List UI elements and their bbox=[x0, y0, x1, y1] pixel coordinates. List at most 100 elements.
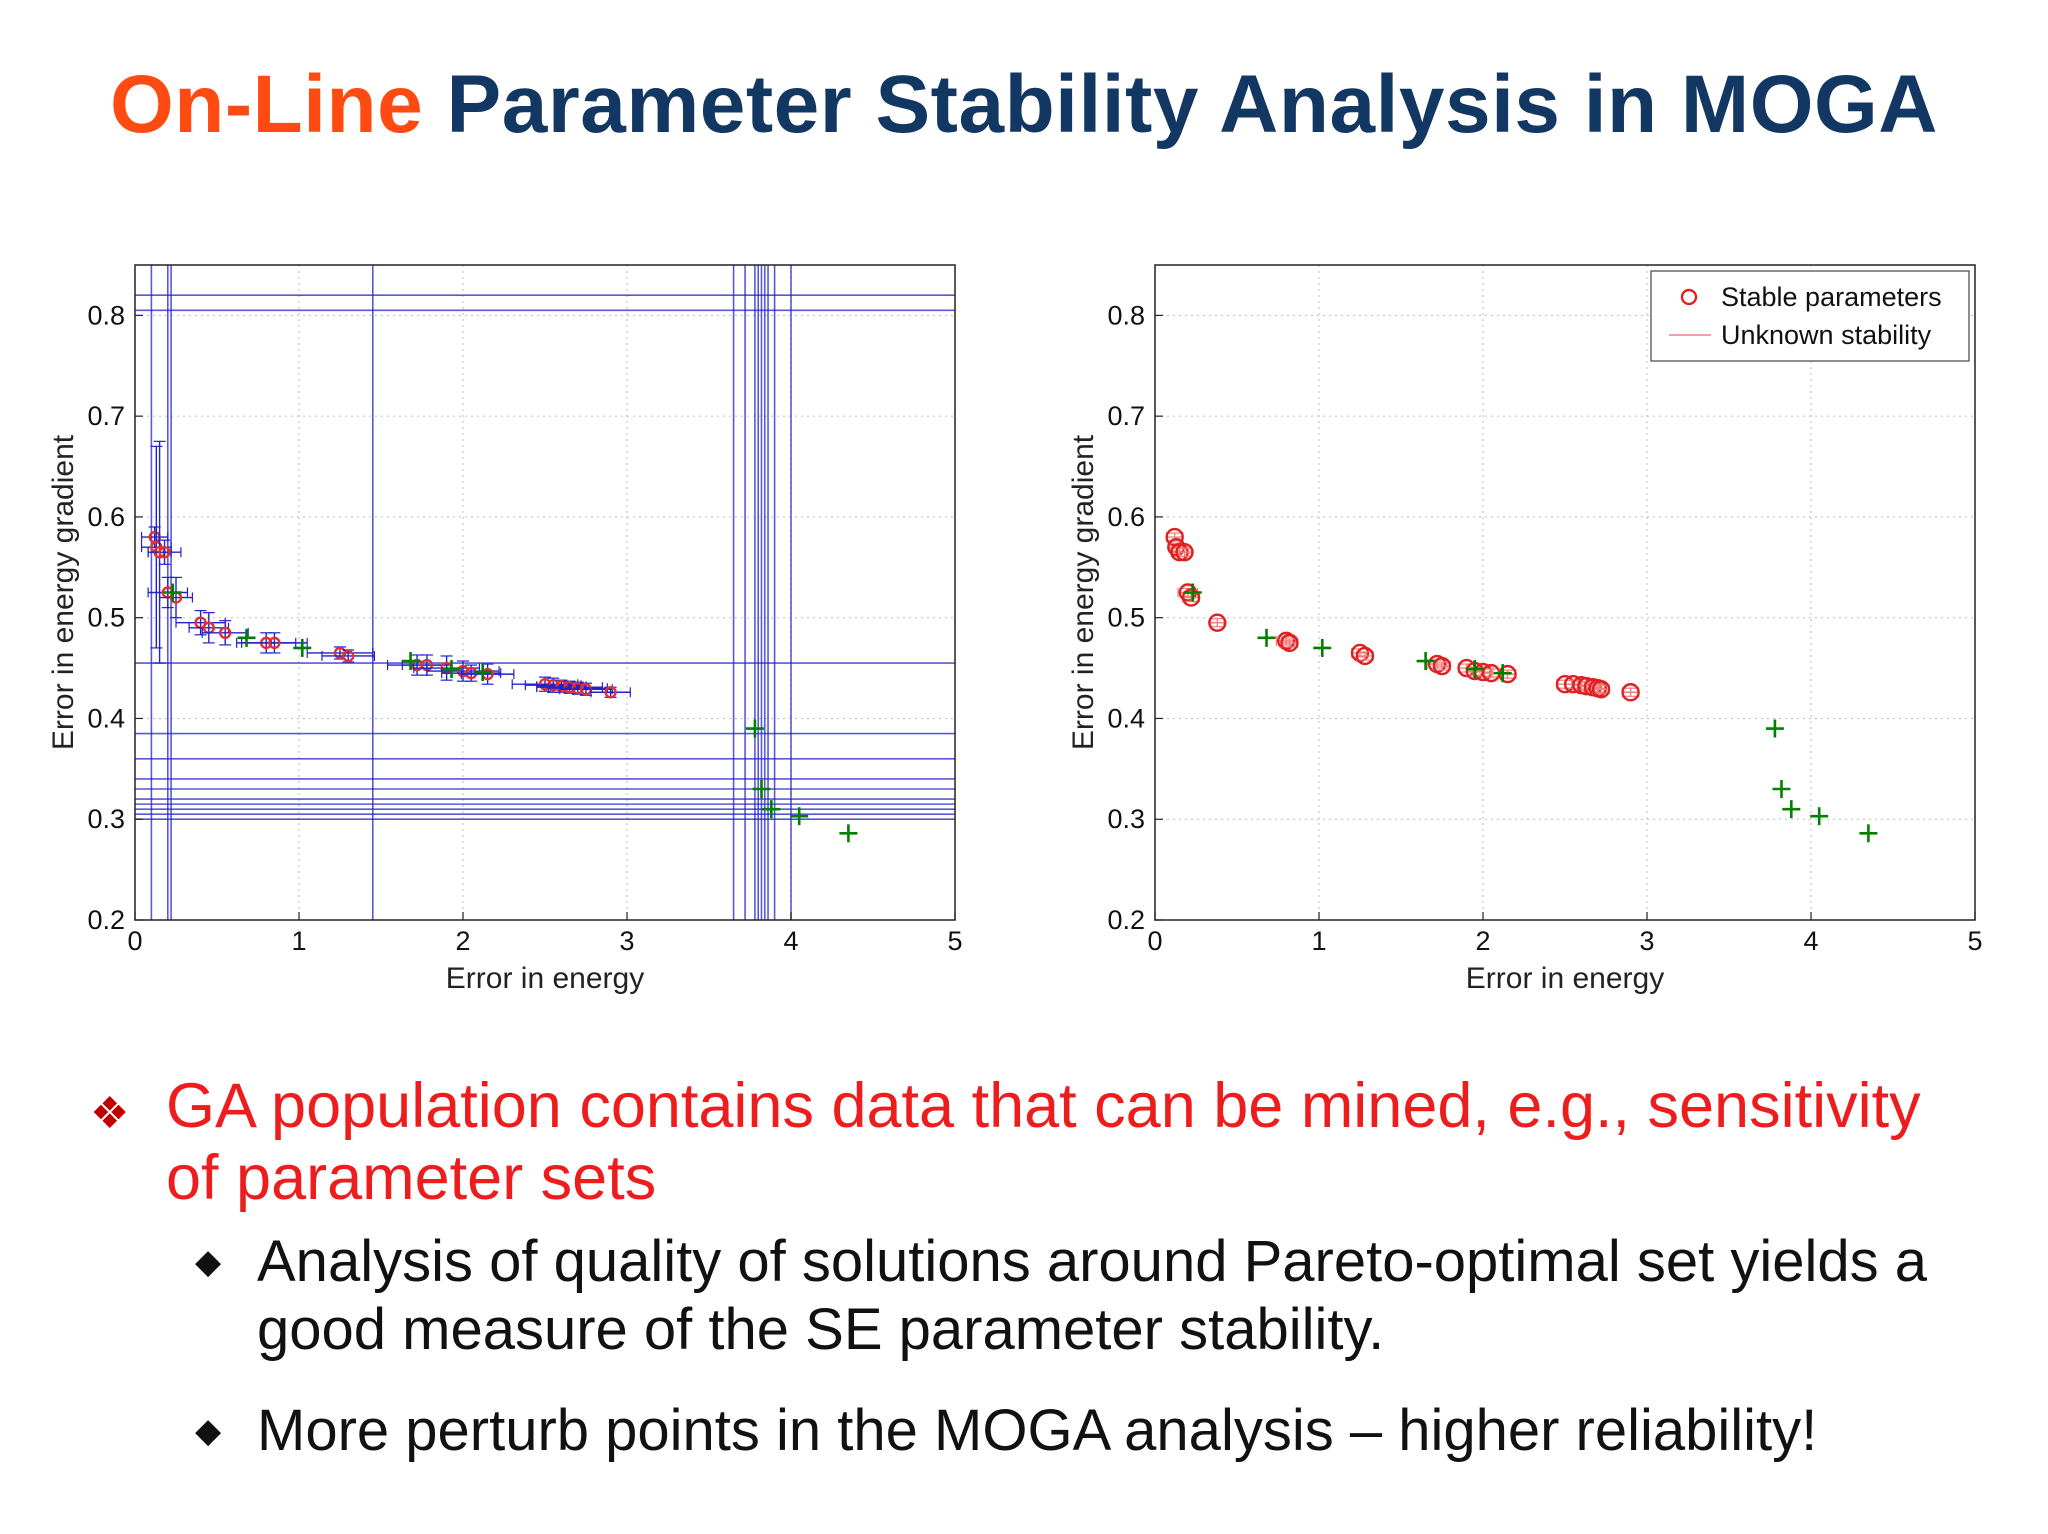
x-tick-label: 0 bbox=[127, 926, 142, 956]
perturb-point bbox=[163, 583, 182, 602]
y-tick-label: 0.5 bbox=[1107, 603, 1145, 633]
perturb-point bbox=[839, 824, 858, 843]
perturb-point bbox=[762, 800, 781, 819]
data-point bbox=[460, 663, 515, 685]
slide-title: On-Line Parameter Stability Analysis in … bbox=[0, 58, 2048, 152]
data-point bbox=[590, 686, 631, 699]
legend: Stable parameters Unknown stability bbox=[1650, 270, 1970, 362]
perturb-point bbox=[752, 780, 771, 798]
stable-marker bbox=[342, 649, 355, 663]
plot-frame bbox=[134, 264, 956, 921]
perturb-point bbox=[1772, 780, 1791, 798]
chart-right: 0 1 2 3 4 5 0.2 0.3 0.4 0.5 0.6 0.7 0.8 Error in ener… bbox=[1067, 264, 1983, 995]
y-tick-label: 0.8 bbox=[87, 300, 125, 330]
perturb-point bbox=[1810, 807, 1829, 826]
diamond-icon: ◆ bbox=[195, 1243, 222, 1281]
stable-marker bbox=[456, 664, 470, 678]
data-point bbox=[321, 649, 376, 663]
y-tick-label: 0.2 bbox=[87, 905, 125, 935]
title-accent: On-Line bbox=[110, 59, 424, 150]
plot-content bbox=[1165, 527, 1878, 843]
stable-marker bbox=[1432, 656, 1452, 676]
y-tick-label: 0.5 bbox=[87, 603, 125, 633]
y-tick-label: 0.7 bbox=[1107, 401, 1145, 431]
perturb-point bbox=[1782, 800, 1801, 819]
legend-label: Stable parameters bbox=[1721, 282, 1942, 312]
plot-area bbox=[135, 265, 955, 920]
stable-marker bbox=[563, 681, 576, 694]
x-tick-label: 5 bbox=[1967, 926, 1982, 956]
data-point bbox=[559, 682, 613, 696]
sub-bullet-text: More perturb points in the MOGA analysis… bbox=[257, 1398, 1818, 1463]
x-tick-label: 3 bbox=[1639, 926, 1654, 956]
perturb-point bbox=[473, 663, 492, 682]
stable-marker bbox=[158, 545, 171, 559]
y-tick-label: 0.4 bbox=[1107, 703, 1145, 733]
stable-marker bbox=[1181, 588, 1201, 607]
stable-marker bbox=[268, 636, 281, 650]
x-axis-label: Error in energy bbox=[1466, 962, 1664, 995]
data-point bbox=[1432, 656, 1452, 676]
x-tick-label: 2 bbox=[1475, 926, 1490, 956]
plot-content bbox=[135, 265, 955, 920]
x-tick-label: 4 bbox=[1803, 926, 1818, 956]
diamond-icon: ◆ bbox=[195, 1412, 222, 1450]
plot-area bbox=[1155, 265, 1975, 920]
chart-left: 0 1 2 3 4 5 0.2 0.3 0.4 0.5 0.6 0.7 0.8 Error in ener… bbox=[47, 264, 963, 995]
perturb-point bbox=[293, 638, 312, 657]
perturb-point bbox=[1493, 664, 1512, 683]
legend-box bbox=[1650, 270, 1970, 362]
data-point bbox=[1355, 646, 1375, 666]
y-tick-label: 0.2 bbox=[1107, 905, 1145, 935]
y-tick-label: 0.3 bbox=[1107, 804, 1145, 834]
y-tick-label: 0.8 bbox=[1107, 300, 1145, 330]
stable-marker bbox=[1280, 633, 1299, 653]
stable-marker bbox=[1591, 680, 1611, 699]
perturb-point bbox=[401, 652, 420, 671]
y-axis-label: Error in energy gradient bbox=[47, 434, 80, 750]
y-tick-label: 0.7 bbox=[87, 401, 125, 431]
stable-marker bbox=[604, 686, 617, 699]
x-tick-label: 1 bbox=[1311, 926, 1326, 956]
data-point bbox=[201, 620, 249, 646]
title-rest: Parameter Stability Analysis in MOGA bbox=[446, 59, 1938, 150]
x-tick-label: 5 bbox=[947, 926, 962, 956]
data-point bbox=[1175, 542, 1194, 562]
x-tick-label: 2 bbox=[455, 926, 470, 956]
x-tick-label: 1 bbox=[291, 926, 306, 956]
stable-marker bbox=[555, 680, 568, 693]
stable-marker bbox=[1355, 646, 1375, 666]
perturb-point bbox=[1859, 824, 1878, 843]
perturb-point bbox=[1416, 652, 1435, 671]
data-point bbox=[158, 576, 193, 619]
x-axis-label: Error in energy bbox=[446, 962, 644, 995]
x-tick-label: 4 bbox=[783, 926, 798, 956]
stable-marker bbox=[218, 626, 232, 640]
data-point bbox=[1591, 680, 1611, 699]
stable-marker bbox=[1621, 683, 1640, 702]
data-point bbox=[1280, 633, 1299, 653]
x-tick-label: 3 bbox=[619, 926, 634, 956]
sub-bullet-text: Analysis of quality of solutions around … bbox=[257, 1229, 1927, 1362]
perturb-point bbox=[1257, 628, 1276, 647]
data-point bbox=[147, 539, 182, 565]
stable-marker bbox=[571, 682, 584, 695]
perturb-point bbox=[1313, 638, 1332, 657]
data-point bbox=[1621, 683, 1640, 702]
perturb-point bbox=[1765, 719, 1784, 738]
perturb-point bbox=[1183, 583, 1202, 602]
y-tick-label: 0.6 bbox=[1107, 502, 1145, 532]
y-tick-label: 0.4 bbox=[87, 703, 125, 733]
diamond-four-icon: ❖ bbox=[90, 1089, 130, 1138]
data-point bbox=[1275, 631, 1297, 651]
data-point bbox=[241, 632, 308, 654]
plot-frame bbox=[1154, 264, 1976, 921]
stable-marker bbox=[1208, 613, 1227, 632]
stable-marker bbox=[538, 678, 552, 691]
perturb-point bbox=[237, 628, 256, 647]
perturb-point bbox=[1465, 660, 1484, 679]
y-tick-label: 0.6 bbox=[87, 502, 125, 532]
perturb-point bbox=[442, 660, 461, 679]
main-bullet-text: GA population contains data that can be … bbox=[166, 1071, 1921, 1213]
y-axis-label: Error in energy gradient bbox=[1067, 434, 1100, 750]
